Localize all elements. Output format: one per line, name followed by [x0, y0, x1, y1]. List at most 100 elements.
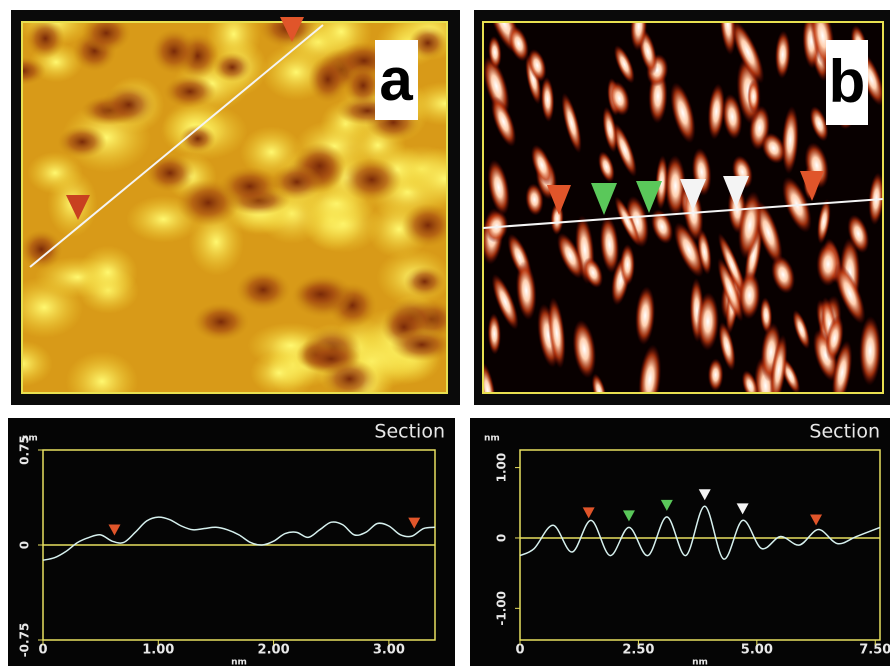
texture-blob [487, 159, 510, 216]
texture-blob [341, 157, 402, 202]
texture-blob [812, 329, 839, 382]
section-marker [698, 489, 711, 501]
panel-label-box [826, 40, 868, 125]
image-marker [680, 179, 706, 211]
texture-blob [408, 26, 447, 60]
texture-blob [817, 198, 831, 245]
image-marker [591, 183, 617, 215]
x-tick-label: 7.50 [859, 643, 890, 658]
texture-blob [561, 92, 582, 154]
texture-blob [613, 45, 635, 84]
texture-blob [771, 255, 796, 294]
texture-blob [630, 22, 648, 51]
image-border [21, 21, 448, 394]
x-unit: nm [231, 658, 247, 666]
texture-blob [490, 96, 517, 147]
texture-blob [718, 321, 736, 371]
texture-blob [599, 216, 620, 274]
image-marker [723, 176, 749, 208]
texture-blob [612, 122, 637, 177]
texture-blob [22, 56, 47, 86]
texture-blob [834, 263, 866, 325]
panel-label: b [829, 48, 866, 115]
y-tick-label: 0 [18, 541, 32, 549]
section-marker [736, 503, 749, 515]
texture-blob [163, 75, 217, 108]
texture-blob [547, 297, 566, 369]
texture-blob [859, 315, 882, 386]
texture-blob [825, 315, 844, 362]
section-panel [470, 418, 890, 666]
x-tick-label: 0 [515, 643, 524, 658]
panel-label: a [379, 46, 413, 113]
y-tick-label: -1.00 [495, 591, 509, 626]
texture-blob [487, 313, 502, 355]
plot-frame [519, 449, 881, 641]
texture-blob [530, 144, 553, 186]
texture-blob [717, 232, 747, 298]
texture-blob [781, 105, 799, 175]
texture-blob [219, 166, 280, 206]
texture-blob [759, 297, 773, 334]
texture-blob [719, 22, 737, 56]
texture-blob [572, 319, 597, 379]
texture-blob [22, 340, 53, 387]
y-tick-label: -0.75 [18, 623, 32, 658]
section-marker [408, 517, 421, 529]
section-marker [582, 507, 595, 519]
section-marker [660, 499, 673, 511]
texture-blob [670, 82, 696, 144]
x-tick-label: 2.50 [622, 643, 654, 658]
texture-blob [717, 257, 744, 322]
texture-blob [271, 164, 323, 200]
texture-blob [583, 257, 604, 289]
texture-blob [602, 106, 618, 153]
texture-blob [540, 76, 555, 123]
texture-blob [235, 269, 291, 311]
image-border [482, 21, 884, 394]
texture-blob [557, 232, 584, 279]
section-marker [622, 510, 635, 522]
profile-line [42, 516, 436, 561]
image-marker [547, 185, 571, 215]
x-tick-label: 3.00 [373, 643, 405, 658]
texture-blob [614, 196, 641, 246]
texture-blob [809, 106, 829, 142]
y-unit: nm [484, 434, 500, 444]
x-tick-label: 1.00 [142, 643, 174, 658]
texture-blob [620, 243, 635, 286]
texture-blob [78, 245, 138, 300]
texture-blob [696, 292, 720, 351]
texture-blob [65, 351, 139, 393]
texture-blob [747, 79, 760, 114]
texture-blob [491, 273, 519, 330]
texture-blob [515, 261, 537, 321]
panel-label-box [375, 40, 418, 120]
texture-blob [405, 147, 447, 211]
texture-blob [81, 22, 131, 53]
image-texture [22, 22, 447, 393]
profile-line [519, 505, 881, 560]
texture-blob [144, 154, 195, 192]
texture-blob [57, 125, 107, 159]
image-marker [800, 171, 824, 201]
scan-line [29, 24, 324, 268]
texture-blob [250, 350, 308, 393]
texture-blob [697, 228, 712, 275]
texture-blob [213, 52, 252, 83]
texture-blob [508, 25, 529, 62]
texture-blob [635, 286, 656, 346]
texture-blob [741, 370, 759, 393]
texture-blob [774, 30, 791, 79]
texture-blob [673, 222, 704, 278]
texture-blob [598, 151, 615, 183]
texture-blob [731, 22, 765, 84]
texture-blob [707, 358, 724, 392]
texture-blob [483, 56, 510, 117]
texture-blob [401, 203, 447, 248]
y-tick-label: 0 [495, 534, 509, 542]
section-panel [8, 418, 455, 666]
x-tick-label: 2.00 [258, 643, 290, 658]
texture-blob [22, 229, 63, 270]
